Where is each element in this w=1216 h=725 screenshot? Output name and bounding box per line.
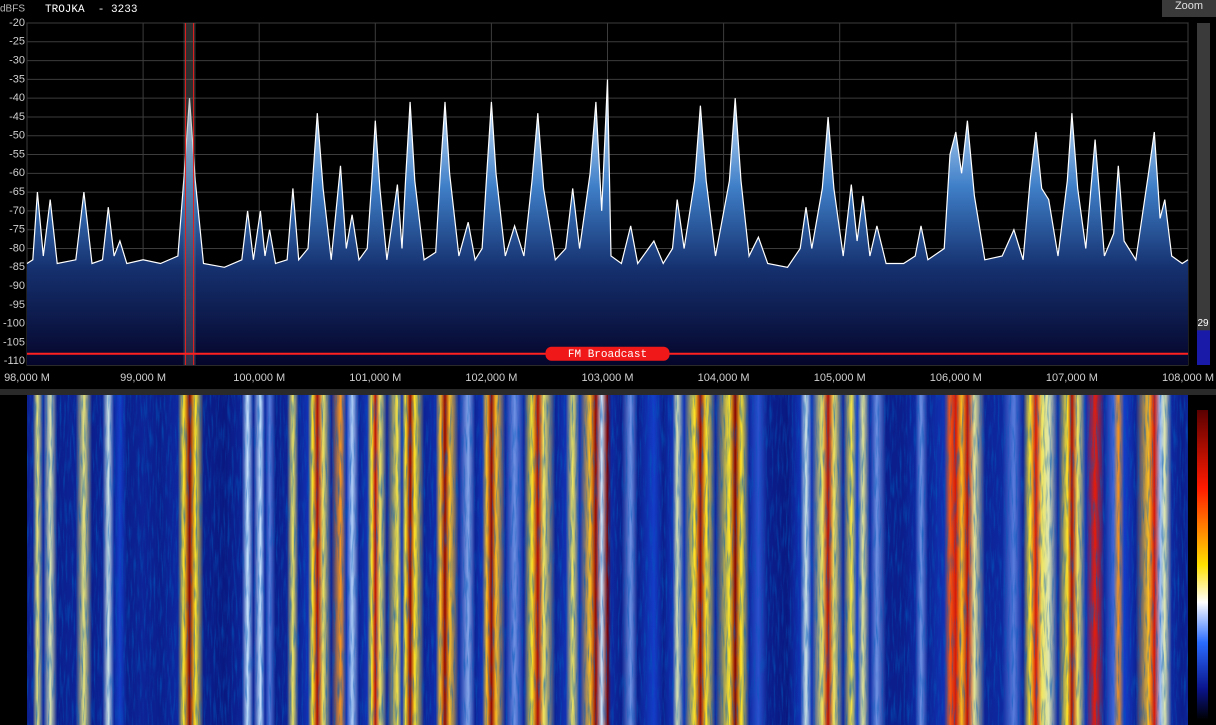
x-tick-label: 101,000 M — [349, 372, 401, 384]
y-tick-label: -50 — [9, 130, 25, 142]
y-tick-label: -105 — [3, 336, 25, 348]
header-bar — [0, 0, 1216, 22]
y-tick-label: -45 — [9, 111, 25, 123]
y-tick-label: -100 — [3, 318, 25, 330]
spectrum-trace — [26, 79, 1189, 268]
y-tick-label: -85 — [9, 261, 25, 273]
x-tick-label: 103,000 M — [582, 372, 634, 384]
y-tick-label: -30 — [9, 54, 25, 66]
marker-band — [183, 23, 196, 365]
band-label-bg — [545, 346, 670, 361]
y-tick-label: -90 — [9, 280, 25, 292]
x-tick-label: 104,000 M — [698, 372, 750, 384]
band-label: FM Broadcast — [568, 349, 647, 361]
station-label: TROJKA - 3233 — [45, 4, 137, 16]
x-tick-label: 100,000 M — [233, 372, 285, 384]
panel-divider — [0, 389, 1216, 395]
x-tick-label: 107,000 M — [1046, 372, 1098, 384]
y-tick-label: -25 — [9, 36, 25, 48]
unit-label: dBFS — [0, 4, 25, 15]
y-tick-label: -60 — [9, 167, 25, 179]
level-fill — [1197, 330, 1210, 365]
x-tick-label: 102,000 M — [465, 372, 517, 384]
level-label: 29 — [1197, 318, 1209, 329]
level-track — [1197, 23, 1210, 365]
y-tick-label: -70 — [9, 205, 25, 217]
zoom-label[interactable]: Zoom — [1175, 0, 1203, 12]
y-tick-label: -95 — [9, 299, 25, 311]
x-tick-label: 105,000 M — [814, 372, 866, 384]
spectrum-area — [27, 79, 1188, 366]
y-tick-label: -75 — [9, 224, 25, 236]
x-tick-label: 98,000 M — [4, 372, 50, 384]
y-tick-label: -40 — [9, 92, 25, 104]
y-tick-label: -35 — [9, 73, 25, 85]
y-tick-label: -65 — [9, 186, 25, 198]
waterfall-margin — [0, 395, 27, 725]
y-tick-label: -80 — [9, 242, 25, 254]
y-tick-label: -110 — [4, 355, 25, 367]
x-tick-label: 108,000 M — [1162, 372, 1214, 384]
x-tick-label: 106,000 M — [930, 372, 982, 384]
y-tick-label: -55 — [9, 148, 25, 160]
waterfall-texture — [27, 395, 1188, 725]
y-tick-label: -20 — [9, 17, 25, 29]
x-tick-label: 99,000 M — [120, 372, 166, 384]
zoom-button[interactable] — [1162, 0, 1216, 17]
color-scale — [1197, 410, 1208, 720]
